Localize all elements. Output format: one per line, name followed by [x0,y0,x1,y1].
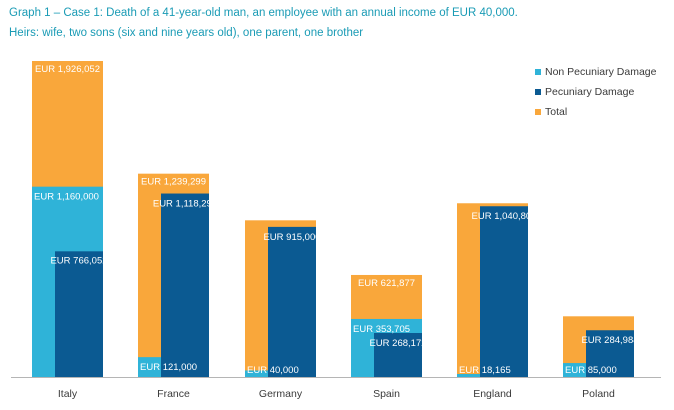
legend-item-total: Total [535,102,656,122]
legend-label-total: Total [545,106,568,118]
data-label-non-pecuniary-poland: EUR 85,000 [565,365,617,376]
chart-title: Graph 1 – Case 1: Death of a 41-year-old… [9,7,518,19]
x-tick-label-germany: Germany [259,388,303,400]
x-tick-label-england: England [473,388,512,400]
bar-pecuniary-england [480,206,528,377]
data-label-pecuniary-england: EUR 1,040,800 [472,211,537,222]
legend-item-pecuniary: Pecuniary Damage [535,82,656,102]
x-tick-label-france: France [157,388,190,400]
data-label-total-england: EUR 1,058,965 [460,191,525,202]
data-label-total-spain: EUR 621,877 [358,278,415,289]
x-tick-label-poland: Poland [582,388,615,400]
data-label-total-germany: EUR 955,000 [252,208,309,219]
legend-swatch-pecuniary [535,89,541,95]
legend-item-non-pecuniary: Non Pecuniary Damage [535,62,656,82]
legend-label-non-pecuniary: Non Pecuniary Damage [545,66,657,78]
data-label-pecuniary-italy: EUR 766,052 [50,255,107,266]
legend-swatch-total [535,109,541,115]
bar-pecuniary-germany [268,226,316,377]
chart-subtitle: Heirs: wife, two sons (six and nine year… [9,27,364,39]
bar-pecuniary-spain [374,333,422,377]
bar-pecuniary-france [161,193,209,377]
data-label-pecuniary-germany: EUR 915,000 [263,232,320,243]
data-label-non-pecuniary-france: EUR 121,000 [140,362,197,373]
data-label-pecuniary-spain: EUR 268,172 [369,338,426,349]
legend-swatch-non-pecuniary [535,69,541,75]
data-label-pecuniary-france: EUR 1,118,299 [153,199,217,210]
data-label-total-italy: EUR 1,926,052 [35,64,100,75]
bar-pecuniary-italy [55,251,103,377]
data-label-non-pecuniary-germany: EUR 40,000 [247,365,299,376]
data-label-total-france: EUR 1,239,299 [141,177,206,188]
data-label-non-pecuniary-italy: EUR 1,160,000 [34,192,99,203]
legend-label-pecuniary: Pecuniary Damage [545,86,635,98]
x-tick-label-spain: Spain [373,388,400,400]
data-label-total-poland: EUR 369,984 [570,304,627,315]
data-label-pecuniary-poland: EUR 284,984 [581,335,638,346]
bar-pecuniary-poland [586,330,634,377]
chart-legend: Non Pecuniary Damage Pecuniary Damage To… [535,62,656,122]
x-tick-label-italy: Italy [58,388,78,400]
data-label-non-pecuniary-england: EUR 18,165 [459,365,511,376]
data-label-non-pecuniary-spain: EUR 353,705 [353,324,410,335]
